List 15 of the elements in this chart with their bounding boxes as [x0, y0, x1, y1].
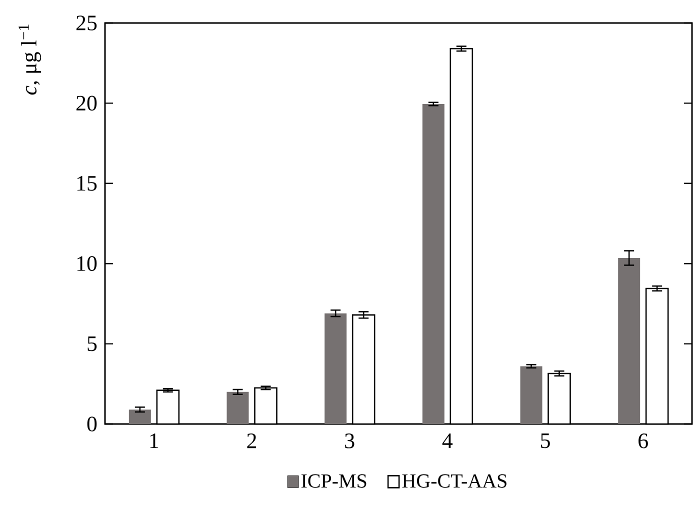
- y-tick-label: 25: [76, 16, 97, 30]
- x-tick-label: 2: [247, 434, 256, 448]
- y-tick-label: 20: [76, 96, 97, 111]
- y-tick-label: 0: [87, 416, 97, 432]
- y-tick-label: 15: [77, 176, 97, 191]
- legend-label: HG-CT-AAS: [402, 474, 506, 488]
- x-tick-label: 5: [541, 434, 550, 448]
- x-tick-label: 1: [150, 434, 158, 448]
- y-tick-label: 5: [88, 336, 97, 352]
- x-tick-label: 6: [638, 434, 648, 448]
- legend-label: ICP-MS: [301, 474, 366, 488]
- y-tick-label: 10: [77, 256, 97, 272]
- x-tick-label: 3: [345, 434, 354, 448]
- y-axis-title: c, μg l$^{−1}$: [18, 24, 42, 95]
- x-tick-label: 4: [442, 434, 453, 448]
